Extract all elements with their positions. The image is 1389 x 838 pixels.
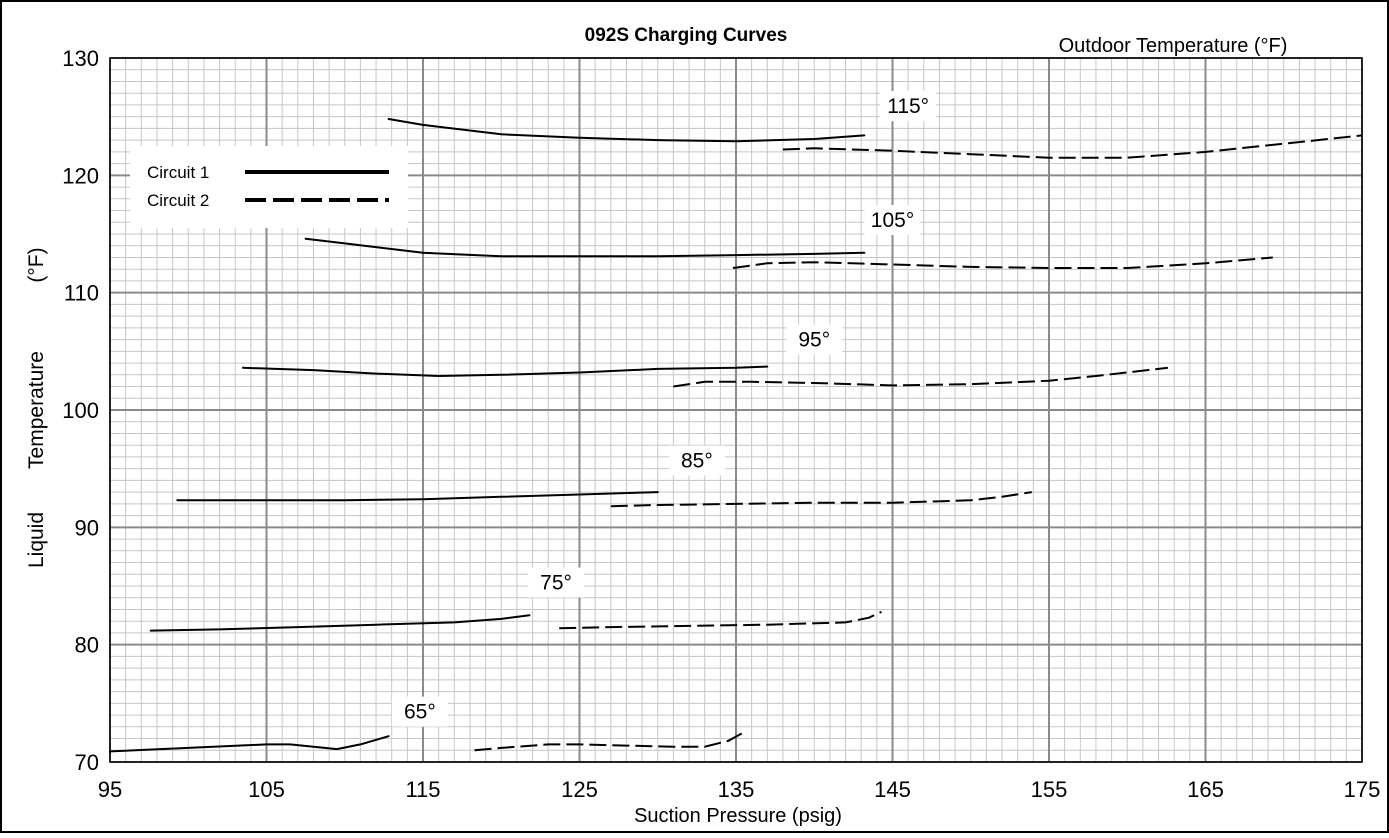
legend-label-circuit-2: Circuit 2: [147, 191, 209, 210]
circuit-1-curve-75: [149, 614, 531, 632]
x-tick-label: 125: [561, 777, 598, 802]
legend: Circuit 1 Circuit 2: [130, 146, 408, 228]
circuit-1-curve-95: [242, 365, 769, 377]
y-axis-label-part-3: (°F): [25, 247, 48, 282]
curve-label-background-85: [668, 445, 725, 476]
circuit-2-curve-65: [474, 730, 746, 752]
y-tick-label: 100: [62, 398, 99, 423]
curve-label-85: 85°: [681, 449, 713, 472]
x-tick-label: 115: [405, 777, 440, 802]
x-tick-label: 155: [1031, 777, 1068, 802]
circuit-1-curve-105: [304, 237, 866, 258]
x-axis-label: Suction Pressure (psig): [634, 805, 842, 827]
x-tick-label: 95: [98, 777, 122, 802]
y-tick-label: 70: [75, 750, 99, 775]
x-tick-label: 165: [1187, 777, 1224, 802]
curve-label-105: 105°: [871, 209, 914, 232]
circuit-1-curve-65: [109, 735, 390, 753]
circuit-2-curve-115: [782, 134, 1363, 159]
x-tick-label: 105: [248, 777, 285, 802]
curve-label-background-105: [864, 204, 921, 235]
curve-labels: 115° 105° 95° 85° 75° 65°: [391, 91, 937, 727]
legend-label-circuit-1: Circuit 1: [147, 163, 209, 182]
y-axis-label-part-2: Temperature: [25, 351, 48, 469]
circuit-1-curve-115: [387, 118, 866, 143]
y-tick-label: 130: [62, 46, 99, 71]
curve-label-background-75: [528, 567, 585, 598]
y-axis-label: Liquid Temperature (°F): [25, 247, 48, 568]
y-tick-label: 80: [75, 633, 99, 658]
circuit-2-curve-95: [673, 366, 1169, 388]
curve-label-115: 115°: [887, 95, 929, 118]
curve-label-background-65: [391, 696, 448, 727]
plot-border: [109, 57, 1363, 763]
curve-label-95: 95°: [798, 329, 830, 352]
circuit-2-curve-75: [559, 610, 882, 630]
y-axis-label-part-1: Liquid: [25, 512, 48, 568]
x-tick-labels: 95 105 115 125 135 145 155 165 175: [98, 777, 1381, 802]
x-tick-label: 175: [1344, 777, 1381, 802]
chart-subtitle: Outdoor Temperature (°F): [1059, 35, 1288, 57]
circuit-1-curve-85: [176, 491, 659, 502]
y-tick-label: 90: [75, 515, 99, 540]
y-tick-labels: 70 80 90 100 110 120 130: [62, 46, 99, 775]
legend-background: [130, 146, 408, 228]
curve-label-75: 75°: [540, 572, 572, 595]
circuit-2-curve-105: [732, 256, 1273, 269]
circuit-2-curve-85: [610, 491, 1032, 508]
y-tick-label: 110: [64, 281, 99, 306]
y-tick-label: 120: [62, 163, 99, 188]
curve-label-background-95: [786, 324, 843, 355]
curve-label-65: 65°: [404, 701, 436, 724]
curve-label-background-115: [880, 91, 937, 122]
curves-layer: [109, 118, 1363, 753]
x-tick-label: 135: [718, 777, 755, 802]
x-tick-label: 145: [874, 777, 911, 802]
chart-title: 092S Charging Curves: [585, 25, 788, 46]
